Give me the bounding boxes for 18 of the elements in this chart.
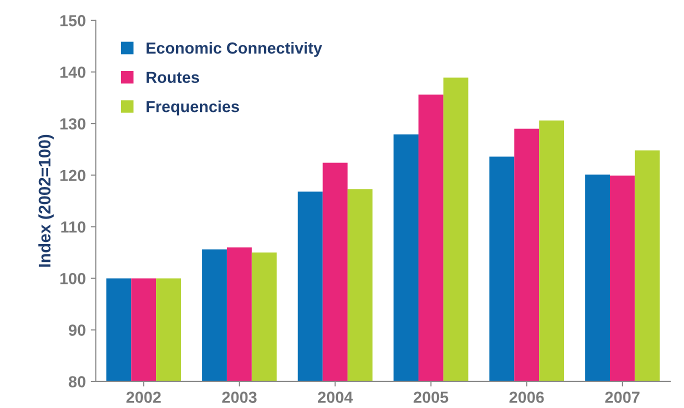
x-tick-label: 2003 — [222, 392, 257, 403]
y-tick-label: 140 — [60, 66, 86, 78]
x-tick-label: 2004 — [318, 392, 353, 403]
x-tick-label: 2006 — [509, 392, 544, 403]
y-tick-label: 80 — [68, 376, 86, 388]
y-tick-label: 100 — [60, 272, 86, 284]
y-tick-label: 150 — [60, 15, 86, 26]
y-tick-label: 120 — [60, 170, 86, 182]
legend-label: Economic Connectivity — [146, 42, 322, 57]
x-tick-label: 2002 — [126, 392, 161, 403]
y-tick-label: 130 — [60, 118, 86, 130]
y-tick-label: 110 — [61, 221, 86, 233]
x-tick-label: 2007 — [605, 392, 640, 403]
legend-label: Routes — [146, 72, 200, 83]
x-tick-label: 2005 — [414, 392, 448, 403]
y-tick-label: 90 — [68, 324, 86, 336]
legend-label: Frequencies — [146, 100, 240, 116]
y-axis-title: Index (2002=100) — [38, 134, 54, 267]
